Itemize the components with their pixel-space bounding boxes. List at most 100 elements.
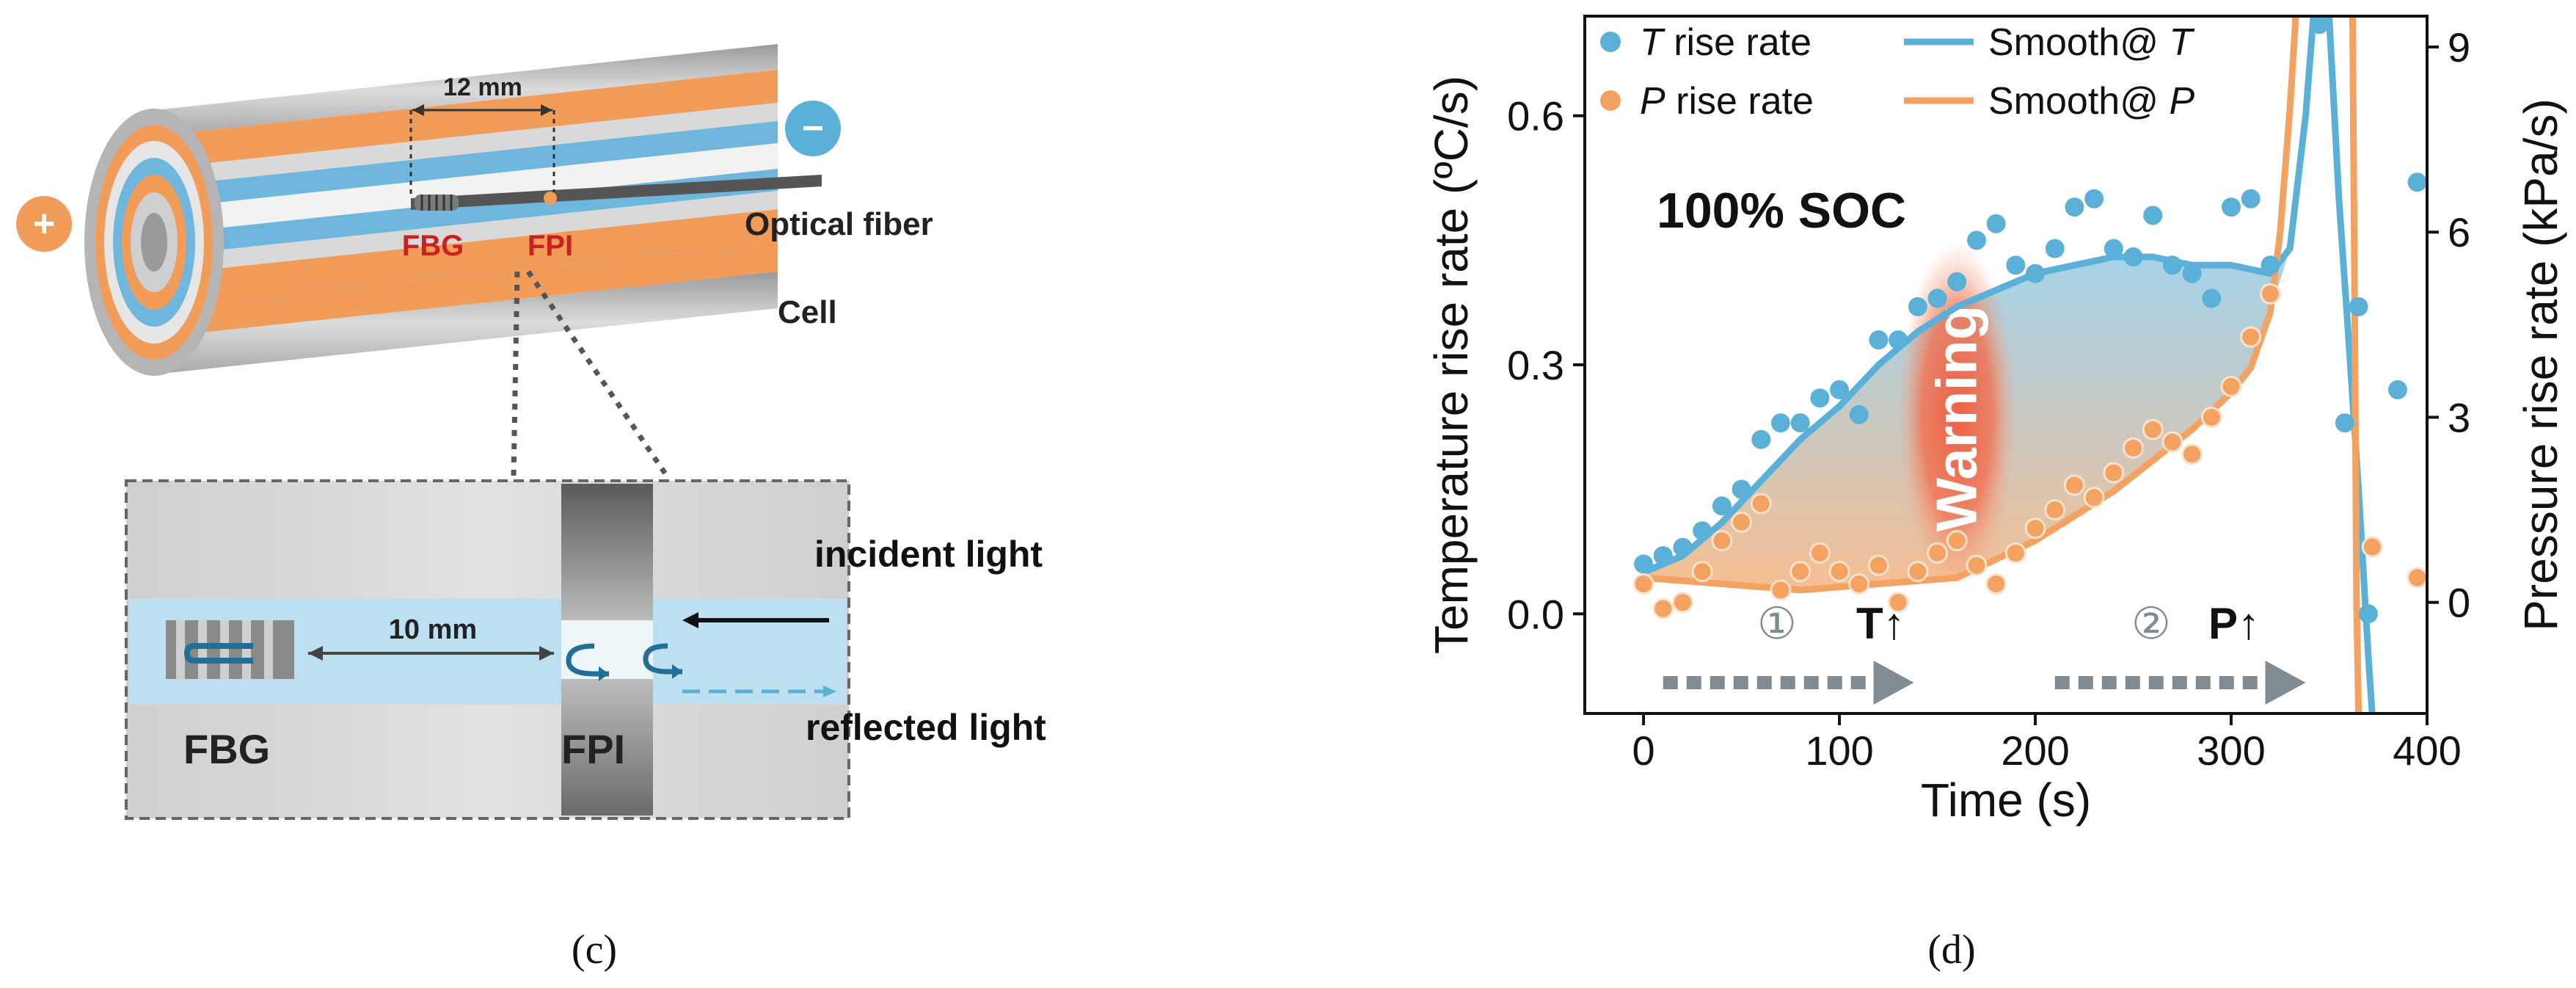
x-tick-label: 300 (2197, 727, 2265, 774)
t-rise-rate-point (2123, 247, 2143, 266)
t-rise-rate-point (2065, 197, 2084, 217)
zoom-connector-left (511, 271, 520, 478)
optical-fiber (411, 175, 822, 210)
p-rise-rate-point (2407, 567, 2427, 589)
stage1-number: ① (1757, 599, 1797, 648)
p-rise-rate-point (1770, 579, 1792, 601)
optical-fiber-label: Optical fiber (745, 206, 933, 242)
p-rise-rate-point (1907, 561, 1929, 583)
p-rise-rate-point (1867, 554, 1889, 576)
t-rise-rate-point (2104, 239, 2123, 258)
t-rise-rate-point (1653, 546, 1673, 566)
p-rise-rate-point (1671, 592, 1693, 614)
legend-marker-P (1600, 90, 1621, 111)
t-rise-rate-point (1790, 413, 1810, 433)
soc-annotation: 100% SOC (1657, 183, 1906, 239)
panel-c: 12 mm FBG FPI Optical fiber Cell + − (16, 44, 1046, 973)
caption-d: (d) (1927, 927, 1975, 973)
reflected-light-label: reflected light (806, 707, 1046, 748)
plot-clip-group: Warning (1632, 15, 2427, 713)
t-rise-rate-point (1889, 330, 1908, 350)
stage2-label: P↑ (2208, 599, 2260, 648)
y2-tick-label: 9 (2448, 24, 2470, 70)
t-rise-rate-point (2349, 297, 2368, 316)
p-rise-rate-point (2161, 431, 2183, 453)
x-tick-label: 200 (2001, 727, 2069, 774)
t-rise-rate-point (2084, 189, 2104, 208)
t-rise-rate-point (2222, 197, 2241, 217)
p-rise-rate-point (1632, 573, 1654, 595)
p-rise-rate-point (1750, 493, 1772, 515)
svg-text:+: + (33, 203, 55, 245)
t-rise-rate-point (1712, 496, 1732, 516)
y2-tick-label: 3 (2448, 394, 2470, 440)
legend-label-scatter-T: T rise rate (1640, 21, 1811, 64)
p-rise-rate-point (1809, 542, 1831, 564)
legend-label-line-P: Smooth@ P (1988, 80, 2194, 123)
t-rise-rate-point (2162, 255, 2182, 275)
t-rise-rate-point (1869, 330, 1889, 350)
p-rise-rate-point (2004, 542, 2026, 564)
t-rise-rate-point (2310, 15, 2329, 34)
p-rise-rate-point (2024, 517, 2046, 540)
t-rise-rate-point (1830, 379, 1850, 399)
p-rise-rate-point (1985, 573, 2007, 595)
p-rise-rate-point (1789, 561, 1811, 583)
p-rise-rate-point (2240, 326, 2262, 348)
stage1-label: T↑ (1856, 599, 1905, 648)
smooth-p-line (1643, 15, 2299, 594)
t-rise-rate-point (1966, 230, 1986, 250)
t-rise-rate-point (1770, 413, 1790, 433)
p-rise-rate-point (2063, 474, 2085, 496)
t-rise-rate-point (1986, 214, 2006, 233)
p-rise-rate-point (2361, 536, 2383, 558)
t-rise-rate-point (2045, 239, 2065, 258)
incident-light-label: incident light (814, 534, 1043, 575)
t-rise-rate-point (1908, 297, 1927, 316)
p-rise-rate-point (1887, 592, 1909, 614)
p-rise-rate-point (1927, 542, 1949, 564)
fpi-zoom-label: FPI (561, 726, 625, 772)
t-rise-rate-point (1673, 537, 1693, 557)
cell-label: Cell (778, 294, 837, 330)
x-tick-label: 400 (2393, 727, 2461, 774)
p-rise-rate-point (1828, 561, 1850, 583)
fbg-sensor-icon (415, 195, 459, 211)
p-rise-rate-point (1946, 530, 1968, 552)
t-rise-rate-point (2241, 189, 2261, 208)
reflection-arrow-icon (566, 643, 609, 677)
zoom-connector-right (526, 270, 670, 479)
t-rise-rate-point (2202, 288, 2222, 308)
fbg-zoom-label: FBG (183, 726, 270, 772)
warning-label: Warning (1924, 305, 1988, 531)
y2-tick-label: 6 (2448, 209, 2470, 255)
t-rise-rate-point (2387, 379, 2407, 399)
y-axis-label: Temperature rise rate (ºC/s) (1425, 76, 1478, 654)
t-rise-rate-point (2335, 413, 2354, 433)
p-rise-rate-point (1691, 561, 1713, 583)
p-rise-rate-point (1711, 530, 1733, 552)
t-rise-rate-point (2026, 264, 2046, 283)
t-rise-rate-point (1732, 479, 1751, 499)
negative-terminal-icon: − (785, 101, 841, 156)
fpi-sensor-icon (544, 192, 557, 205)
battery-cell-illustration: 12 mm FBG FPI Optical fiber Cell + − (16, 44, 933, 376)
p-rise-rate-point (2220, 375, 2242, 397)
y-tick-label: 0.6 (1507, 93, 1564, 139)
p-rise-rate-point (1848, 573, 1870, 595)
legend-label-scatter-P: P rise rate (1640, 80, 1814, 123)
x-tick-label: 100 (1805, 727, 1873, 774)
sensor-zoom-box: 10 mm incident light reflected light FBG… (125, 479, 1046, 820)
fbg-grating-icon (166, 620, 294, 679)
dimension-12mm-label: 12 mm (443, 73, 522, 101)
stage1-arrow-head (1873, 661, 1914, 705)
svg-text:−: − (802, 107, 824, 150)
p-rise-rate-point (2259, 283, 2281, 305)
x-axis-label: Time (s) (1921, 774, 2091, 827)
t-rise-rate-point (2261, 255, 2280, 275)
p-rise-rate-point (1731, 511, 1753, 533)
t-rise-rate-point (2143, 206, 2163, 225)
t-rise-rate-point (2006, 255, 2026, 275)
p-rise-rate-point (2083, 487, 2105, 509)
